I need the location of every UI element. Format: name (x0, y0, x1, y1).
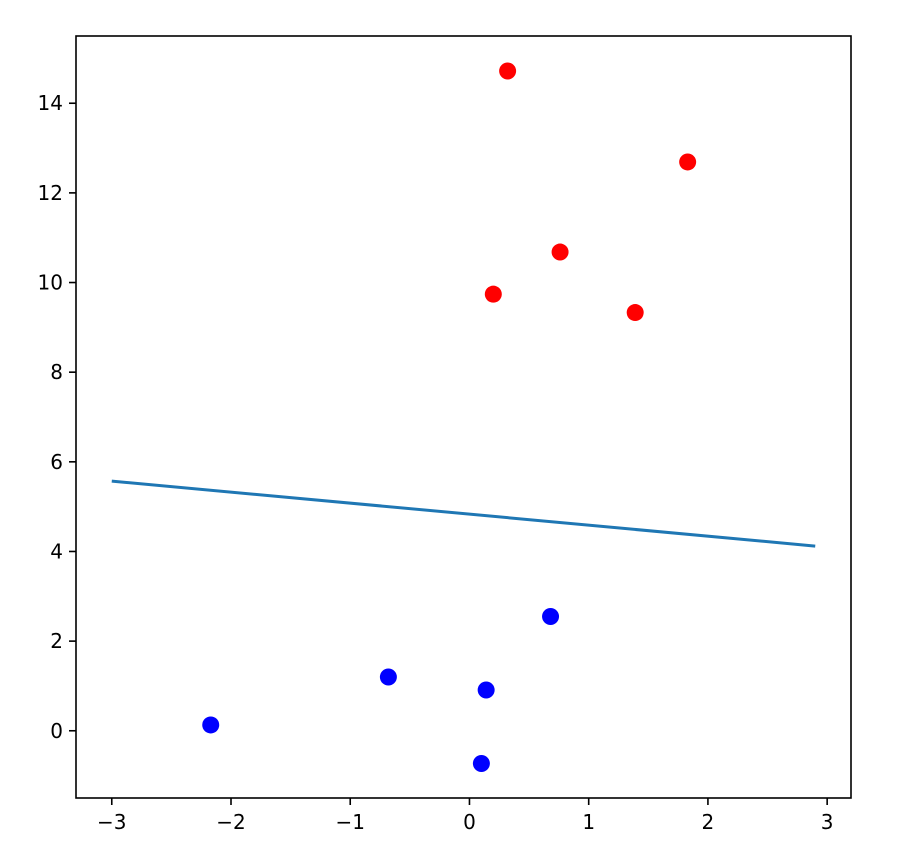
scatter-point-series-0-1 (679, 153, 697, 171)
y-tick-label: 12 (38, 181, 63, 205)
y-tick-label: 4 (50, 539, 63, 563)
y-axis: 0 2 4 6 8 10 12 14 (38, 91, 76, 743)
y-tick-label: 0 (50, 719, 63, 743)
fit-line (111, 479, 816, 548)
y-tick-label: 8 (50, 360, 63, 384)
plot-area (111, 62, 816, 772)
scatter-point-series-0-2 (551, 243, 569, 261)
y-tick-label: 10 (38, 271, 63, 295)
x-tick-label: −3 (97, 810, 126, 834)
scatter-point-series-0-0 (499, 62, 517, 80)
scatter-point-series-1-3 (202, 716, 220, 734)
scatter-point-series-1-0 (542, 607, 560, 625)
scatter-point-series-0-3 (484, 285, 502, 303)
x-axis: −3 −2 −1 0 1 2 3 (97, 798, 834, 834)
x-tick-label: 2 (702, 810, 715, 834)
x-tick-label: −1 (335, 810, 364, 834)
scatter-point-series-1-1 (379, 668, 397, 686)
y-tick-label: 6 (50, 450, 63, 474)
y-tick-label: 14 (38, 91, 63, 115)
x-tick-label: 0 (463, 810, 476, 834)
x-tick-label: 1 (582, 810, 595, 834)
x-tick-label: −2 (216, 810, 245, 834)
x-tick-label: 3 (821, 810, 834, 834)
y-tick-label: 2 (50, 629, 63, 653)
scatter-point-series-0-4 (626, 304, 644, 322)
scatter-point-series-1-2 (477, 681, 495, 699)
axes-frame (75, 35, 852, 799)
scatter-point-series-1-4 (472, 754, 490, 772)
